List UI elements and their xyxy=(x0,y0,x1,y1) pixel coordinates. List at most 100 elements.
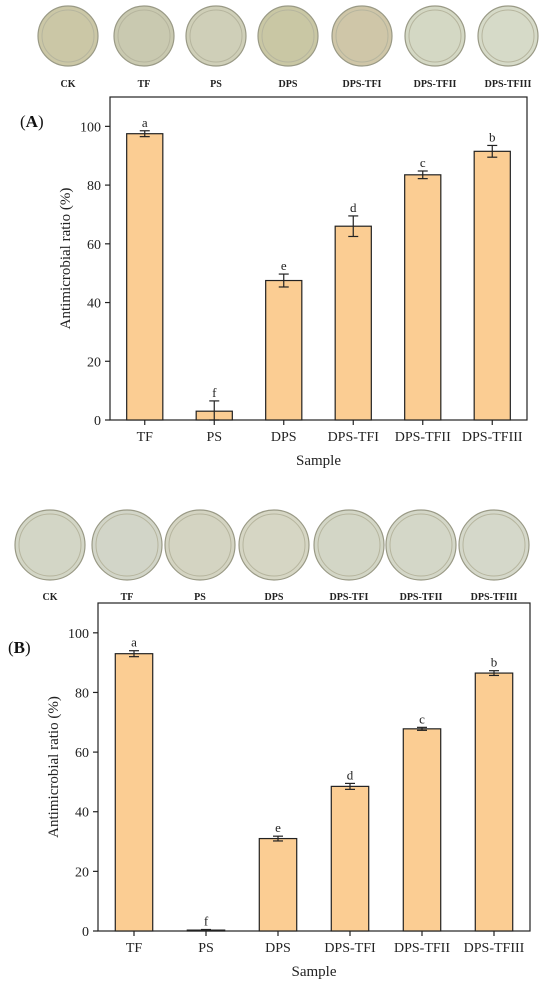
y-tick-label: 20 xyxy=(75,865,89,880)
y-tick-label: 100 xyxy=(80,120,101,135)
petri-dish-rim xyxy=(261,9,315,63)
x-axis-title: Sample xyxy=(296,453,341,469)
bar xyxy=(126,133,164,421)
x-tick-label: DPS xyxy=(265,941,291,956)
petri-dish-image xyxy=(37,5,99,67)
bar xyxy=(265,279,303,421)
panel-letter: B xyxy=(14,638,25,657)
petri-dish-rim xyxy=(481,9,535,63)
plate-label: DPS-TFIII xyxy=(471,592,518,603)
bar xyxy=(334,225,372,421)
bar xyxy=(402,728,442,932)
x-tick-label: DPS xyxy=(271,430,297,445)
y-axis-title: Antimicrobial ratio (%) xyxy=(46,696,62,838)
plate-label: DPS xyxy=(265,592,284,603)
y-tick-label: 60 xyxy=(75,746,89,761)
y-tick-label: 80 xyxy=(75,686,89,701)
petri-dish-rim xyxy=(317,513,381,577)
bar xyxy=(473,150,511,421)
petri-dish-rim xyxy=(335,9,389,63)
petri-dish-rim xyxy=(408,9,462,63)
panel-label: (B) xyxy=(8,638,31,657)
significance-label: b xyxy=(489,129,496,144)
y-tick-label: 100 xyxy=(68,627,89,642)
plate-label: DPS-TFII xyxy=(400,592,443,603)
x-tick-label: DPS-TFIII xyxy=(462,430,523,445)
petri-dish-image xyxy=(238,509,310,581)
y-tick-label: 0 xyxy=(82,925,89,940)
significance-label: e xyxy=(281,258,287,273)
x-tick-label: PS xyxy=(198,941,214,956)
petri-dish-image xyxy=(477,5,539,67)
significance-label: e xyxy=(275,820,281,835)
significance-label: c xyxy=(419,711,425,726)
significance-label: f xyxy=(212,385,217,400)
petri-dish-image xyxy=(458,509,530,581)
petri-dish-image xyxy=(385,509,457,581)
petri-dish-image xyxy=(14,509,86,581)
significance-label: c xyxy=(420,155,426,170)
petri-dish-image xyxy=(91,509,163,581)
plate-label: DPS-TFII xyxy=(414,79,457,90)
petri-dish-image xyxy=(257,5,319,67)
plate-label: DPS-TFI xyxy=(343,79,382,90)
bar xyxy=(258,837,298,932)
x-tick-label: TF xyxy=(126,941,143,956)
petri-dish-image xyxy=(331,5,393,67)
significance-label: a xyxy=(142,115,148,130)
significance-label: d xyxy=(350,200,357,215)
petri-dish-rim xyxy=(242,513,306,577)
petri-dish-image xyxy=(404,5,466,67)
x-tick-label: DPS-TFIII xyxy=(464,941,525,956)
plot-frame xyxy=(109,96,528,421)
bar xyxy=(114,653,154,932)
significance-label: a xyxy=(131,635,137,650)
plate-label: PS xyxy=(210,79,222,90)
y-tick-label: 40 xyxy=(75,806,89,821)
petri-dish-rim xyxy=(168,513,232,577)
x-axis-title: Sample xyxy=(292,964,337,980)
significance-label: f xyxy=(204,914,209,929)
plate-label: DPS xyxy=(279,79,298,90)
x-tick-label: DPS-TFII xyxy=(395,430,451,445)
plate-label: CK xyxy=(61,79,76,90)
significance-label: b xyxy=(491,655,498,670)
x-tick-label: TF xyxy=(137,430,154,445)
plate-label: TF xyxy=(138,79,151,90)
plate-label: DPS-TFIII xyxy=(485,79,532,90)
petri-dish-image xyxy=(113,5,175,67)
petri-dish-image xyxy=(185,5,247,67)
petri-dish-rim xyxy=(95,513,159,577)
panel-label: (A) xyxy=(20,112,44,131)
plate-label: CK xyxy=(43,592,58,603)
y-tick-label: 20 xyxy=(87,355,101,370)
bar xyxy=(404,174,442,421)
petri-dish-rim xyxy=(117,9,171,63)
x-tick-label: DPS-TFI xyxy=(328,430,380,445)
significance-label: d xyxy=(347,767,354,782)
plate-label: DPS-TFI xyxy=(330,592,369,603)
y-tick-label: 80 xyxy=(87,179,101,194)
panel-a: CK TF PS DPS DPS-TFI DPS-TFII DPS-TFIII 0 20 40 60… xyxy=(20,5,539,469)
petri-dish-rim xyxy=(389,513,453,577)
plate-label: PS xyxy=(194,592,206,603)
panel-b: CK TF PS DPS DPS-TFI DPS-TFII DPS-TFIII 0 20 40 60… xyxy=(8,509,531,980)
petri-dish-rim xyxy=(462,513,526,577)
panel-letter: A xyxy=(26,112,39,131)
petri-dish-rim xyxy=(41,9,95,63)
petri-dish-rim xyxy=(189,9,243,63)
petri-dish-image xyxy=(164,509,236,581)
plot-frame xyxy=(97,602,531,932)
x-tick-label: PS xyxy=(206,430,222,445)
x-tick-label: DPS-TFI xyxy=(324,941,376,956)
x-tick-label: DPS-TFII xyxy=(394,941,450,956)
y-axis-title: Antimicrobial ratio (%) xyxy=(58,188,74,330)
bar xyxy=(330,785,370,932)
bar xyxy=(474,672,514,932)
plate-label: TF xyxy=(121,592,134,603)
petri-dish-image xyxy=(313,509,385,581)
petri-dish-rim xyxy=(18,513,82,577)
y-tick-label: 0 xyxy=(94,414,101,429)
y-tick-label: 40 xyxy=(87,297,101,312)
